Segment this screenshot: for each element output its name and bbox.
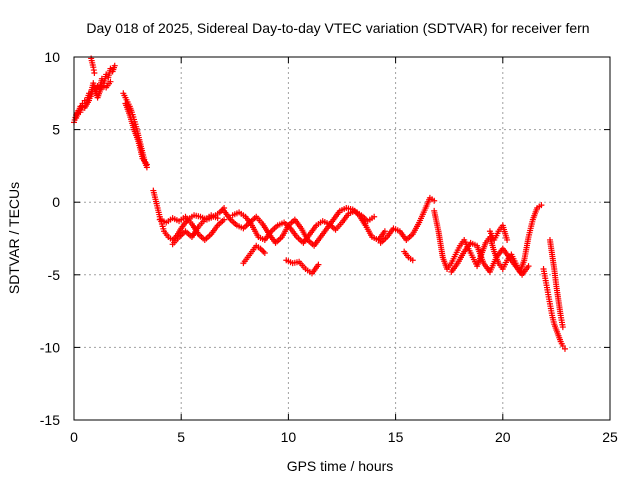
chart-title: Day 018 of 2025, Sidereal Day-to-day VTE… (86, 20, 589, 36)
data-point (409, 257, 416, 264)
data-point (371, 213, 378, 220)
data-point (525, 263, 532, 270)
x-tick-label: 5 (177, 429, 185, 445)
data-point (260, 248, 267, 255)
data-point (504, 236, 511, 243)
data-layer (71, 55, 568, 352)
x-tick-label: 15 (388, 429, 404, 445)
data-point (261, 250, 268, 257)
y-tick-label: -10 (40, 339, 60, 355)
data-point (107, 78, 114, 85)
y-tick-label: 0 (52, 194, 60, 210)
y-tick-label: -5 (48, 267, 61, 283)
x-tick-label: 25 (602, 429, 618, 445)
x-tick-label: 10 (281, 429, 297, 445)
data-point (315, 261, 322, 268)
y-tick-label: -15 (40, 412, 60, 428)
data-point (91, 69, 98, 76)
x-axis-label: GPS time / hours (287, 458, 394, 474)
data-point (111, 62, 118, 69)
x-tick-label: 20 (495, 429, 511, 445)
data-point (219, 206, 226, 213)
data-point (431, 197, 438, 204)
data-point (559, 324, 566, 331)
tick-layer: 0 5 10 15 20 25 -15 -10 -5 0 5 10 (40, 49, 618, 445)
data-point (538, 202, 545, 209)
y-axis-label: SDTVAR / TECUs (6, 182, 22, 294)
x-tick-label: 0 (70, 429, 78, 445)
plot-frame (73, 56, 611, 421)
data-point (258, 247, 265, 254)
data-point (381, 228, 388, 235)
data-point (221, 216, 228, 223)
y-tick-label: 5 (52, 122, 60, 138)
grid-layer (74, 57, 610, 420)
data-point (214, 215, 221, 222)
y-tick-label: 10 (44, 49, 60, 65)
data-point (561, 345, 568, 352)
data-point (143, 161, 150, 168)
